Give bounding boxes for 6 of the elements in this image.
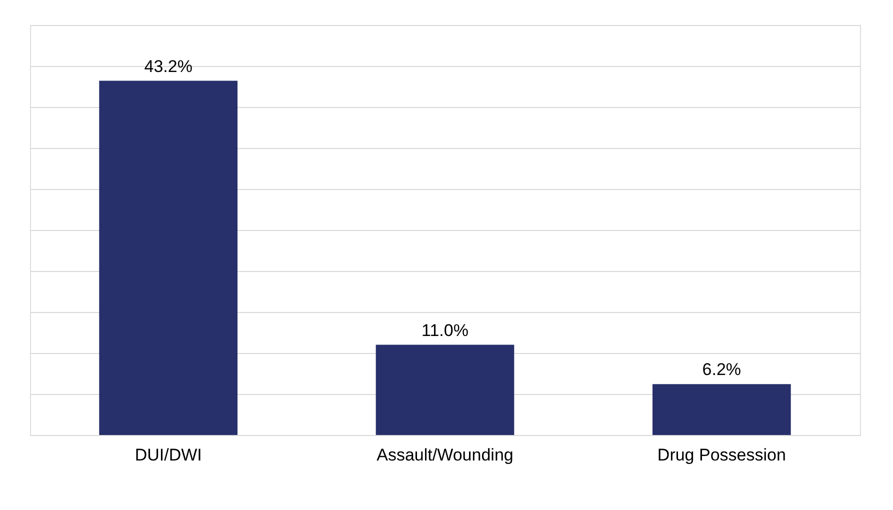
data-label: 43.2% — [144, 56, 192, 76]
x-tick-label: Assault/Wounding — [376, 446, 514, 464]
x-tick-label: DUI/DWI — [134, 446, 202, 464]
data-label: 11.0% — [422, 320, 468, 340]
x-tick-label: Drug Possession — [657, 446, 786, 464]
data-label: 6.2% — [702, 360, 742, 380]
